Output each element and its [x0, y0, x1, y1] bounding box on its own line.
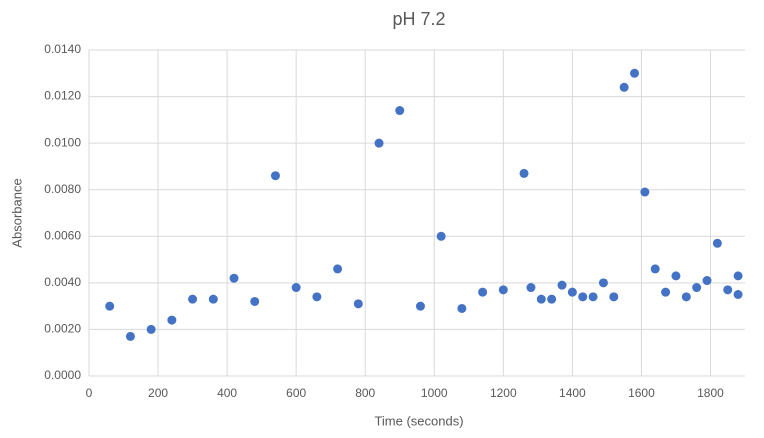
data-point: [619, 82, 629, 92]
data-point: [557, 280, 567, 290]
chart-title: pH 7.2: [392, 9, 445, 29]
data-point: [125, 331, 135, 341]
data-point: [353, 299, 363, 309]
x-tick-label: 1600: [628, 386, 655, 400]
data-point: [250, 296, 260, 306]
y-tick-label: 0.0100: [44, 135, 81, 149]
data-point: [312, 292, 322, 302]
data-point: [733, 290, 743, 299]
y-tick-label: 0.0060: [44, 228, 81, 242]
x-tick-label: 1000: [421, 386, 448, 400]
data-point: [640, 187, 650, 197]
data-point: [519, 168, 529, 178]
data-point: [630, 68, 640, 78]
data-point: [598, 278, 608, 288]
x-tick-label: 400: [217, 386, 237, 400]
data-point: [702, 276, 712, 286]
x-tick-label: 600: [286, 386, 306, 400]
y-tick-label: 0.0020: [44, 322, 81, 336]
x-tick-label: 0: [86, 386, 93, 400]
y-tick-label: 0.0000: [44, 368, 81, 382]
data-point: [547, 294, 557, 304]
x-tick-label: 1200: [490, 386, 517, 400]
x-tick-label: 1800: [697, 386, 724, 400]
data-point: [415, 301, 425, 311]
y-tick-label: 0.0140: [44, 42, 81, 56]
data-point: [457, 303, 467, 313]
data-point: [650, 264, 660, 274]
data-point: [105, 301, 115, 311]
data-point: [723, 285, 733, 295]
y-tick-label: 0.0080: [44, 182, 81, 196]
data-point: [536, 294, 546, 304]
data-point: [578, 292, 588, 302]
x-tick-label: 1400: [559, 386, 586, 400]
data-point: [526, 283, 536, 293]
data-point: [588, 292, 598, 302]
data-point: [671, 271, 681, 281]
data-point: [733, 271, 743, 281]
data-point: [692, 283, 702, 293]
data-point: [498, 285, 508, 295]
data-point: [609, 292, 619, 302]
data-point: [229, 273, 239, 283]
data-point: [712, 238, 722, 248]
data-point: [188, 294, 198, 304]
data-point: [478, 287, 488, 297]
data-point: [146, 324, 156, 334]
data-point: [208, 294, 218, 304]
data-point: [167, 315, 177, 325]
y-axis-label: Absorbance: [9, 178, 24, 247]
data-point: [436, 231, 446, 241]
data-point: [333, 264, 343, 274]
data-point: [374, 138, 384, 148]
x-axis-label: Time (seconds): [374, 413, 463, 428]
data-point: [661, 287, 671, 297]
x-tick-label: 200: [148, 386, 168, 400]
y-tick-label: 0.0120: [44, 89, 81, 103]
y-tick-label: 0.0040: [44, 275, 81, 289]
data-point: [291, 283, 301, 293]
x-tick-label: 800: [355, 386, 375, 400]
data-point: [270, 171, 280, 181]
data-point: [395, 106, 405, 116]
data-point: [567, 287, 577, 297]
data-point: [681, 292, 691, 302]
